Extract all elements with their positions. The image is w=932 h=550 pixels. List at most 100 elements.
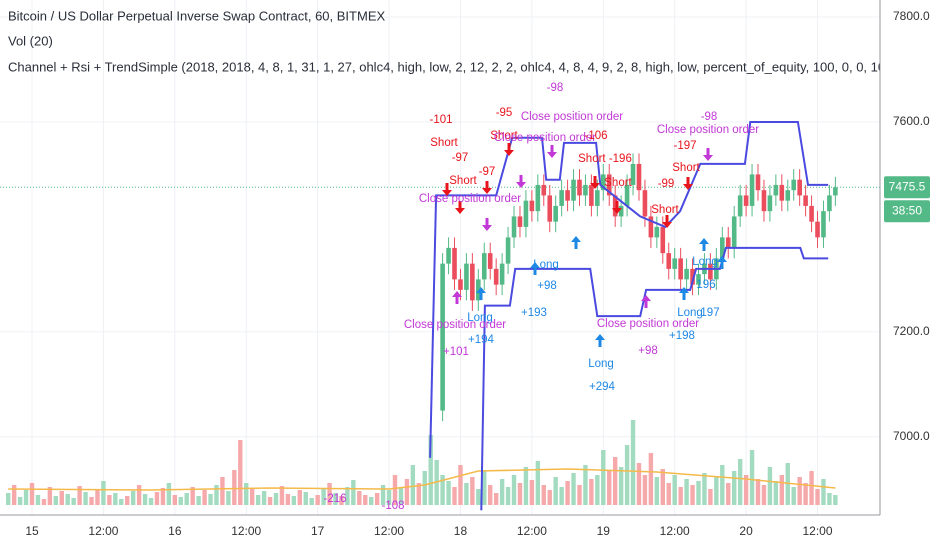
candle-body [505, 237, 511, 264]
candle-body [797, 179, 802, 196]
annotation: -197 [673, 140, 696, 152]
annotation: +294 [589, 381, 616, 393]
candle-body [446, 247, 451, 264]
volume-bar [624, 445, 630, 505]
candle-body [499, 263, 505, 285]
volume-bar [470, 477, 475, 505]
volume-bar [630, 420, 636, 505]
volume-bar [398, 487, 404, 505]
candle-body [589, 184, 594, 206]
volume-bar [476, 489, 481, 505]
x-tick-label: 12:00 [88, 524, 118, 538]
candle-body [678, 258, 683, 280]
volume-bar [785, 463, 790, 505]
volume-bar [553, 477, 558, 505]
volume-bar [648, 453, 654, 505]
volume-bar [541, 485, 546, 505]
volume-bar [380, 485, 386, 505]
candle-body [666, 253, 672, 269]
signal-arrow [717, 256, 727, 269]
volume-bar [220, 477, 225, 505]
volume-bar [41, 499, 47, 505]
volume-bar [535, 461, 541, 505]
volume-bar [511, 475, 517, 505]
candle-body [779, 184, 785, 201]
y-tick-label: 7800.0 [893, 9, 930, 23]
signal-arrow [571, 236, 581, 249]
volume-bar [708, 489, 713, 505]
volume-bar [726, 483, 731, 505]
candle-body [767, 195, 773, 212]
signal-arrow [476, 287, 486, 300]
candle-body [720, 237, 725, 259]
volume-bar [47, 487, 53, 505]
candle-body [493, 268, 499, 285]
candle-body [476, 279, 481, 301]
volume-bar [244, 483, 249, 505]
volume-bar [690, 485, 695, 505]
volume-bar [595, 475, 600, 505]
candle-body [737, 195, 743, 217]
volume-bar [696, 481, 701, 505]
signal-arrow [442, 183, 452, 196]
candle-body [803, 195, 808, 206]
volume-bar [107, 495, 112, 505]
volume-ma [8, 468, 836, 491]
volume-bar [136, 485, 142, 505]
volume-bar [53, 496, 59, 505]
volume-bar [809, 471, 814, 505]
candle-body [672, 258, 677, 269]
volume-bar [499, 479, 505, 505]
annotation: +98 [537, 280, 557, 292]
candle-body [815, 221, 820, 238]
annotation: -101 [429, 114, 452, 126]
volume-bar [214, 485, 219, 505]
candle-body [523, 200, 529, 227]
volume-bar [464, 483, 469, 505]
candle-body [624, 184, 630, 206]
candle-body [708, 263, 713, 280]
volume-bar [89, 497, 94, 505]
x-tick-label: 16 [168, 524, 182, 538]
candle-body [785, 190, 791, 201]
volume-bar [83, 492, 88, 505]
volume-bar [773, 481, 779, 505]
volume-bar [65, 494, 70, 505]
volume-bar [113, 493, 118, 505]
signal-arrow [547, 145, 557, 158]
volume-bar [618, 467, 624, 505]
signal-arrow [530, 262, 540, 275]
volume-bar [732, 471, 737, 505]
candle-body [511, 216, 517, 238]
candle-body [553, 205, 558, 222]
signal-arrow [641, 295, 651, 308]
volume-bar [571, 473, 576, 505]
volume-bar [428, 435, 433, 505]
annotation: Long [533, 259, 559, 271]
volume-bar [720, 465, 725, 505]
candle-body [541, 184, 547, 196]
volume-bar [154, 492, 160, 505]
volume-bar [642, 475, 648, 505]
annotation: 197 [700, 307, 719, 319]
candle-body [618, 205, 624, 217]
annotation: -95 [496, 107, 513, 119]
volume-bar [285, 494, 291, 505]
volume-bar [95, 489, 100, 505]
candle-body [481, 253, 487, 280]
candle-body [827, 195, 832, 212]
signal-arrow [703, 148, 713, 161]
volume-bar [351, 480, 356, 505]
annotation: +98 [638, 345, 658, 357]
annotation: +193 [521, 307, 547, 319]
volume-bar [684, 479, 689, 505]
volume-bar [815, 489, 820, 505]
candle-body [636, 163, 642, 191]
x-tick-label: 17 [311, 524, 325, 538]
volume-bar [392, 475, 398, 505]
annotation: Short [651, 204, 679, 216]
header: Bitcoin / US Dollar Perpetual Inverse Sw… [8, 8, 932, 74]
candle-body [529, 200, 535, 212]
volume-bar [452, 487, 457, 505]
volume-bar [422, 471, 427, 505]
